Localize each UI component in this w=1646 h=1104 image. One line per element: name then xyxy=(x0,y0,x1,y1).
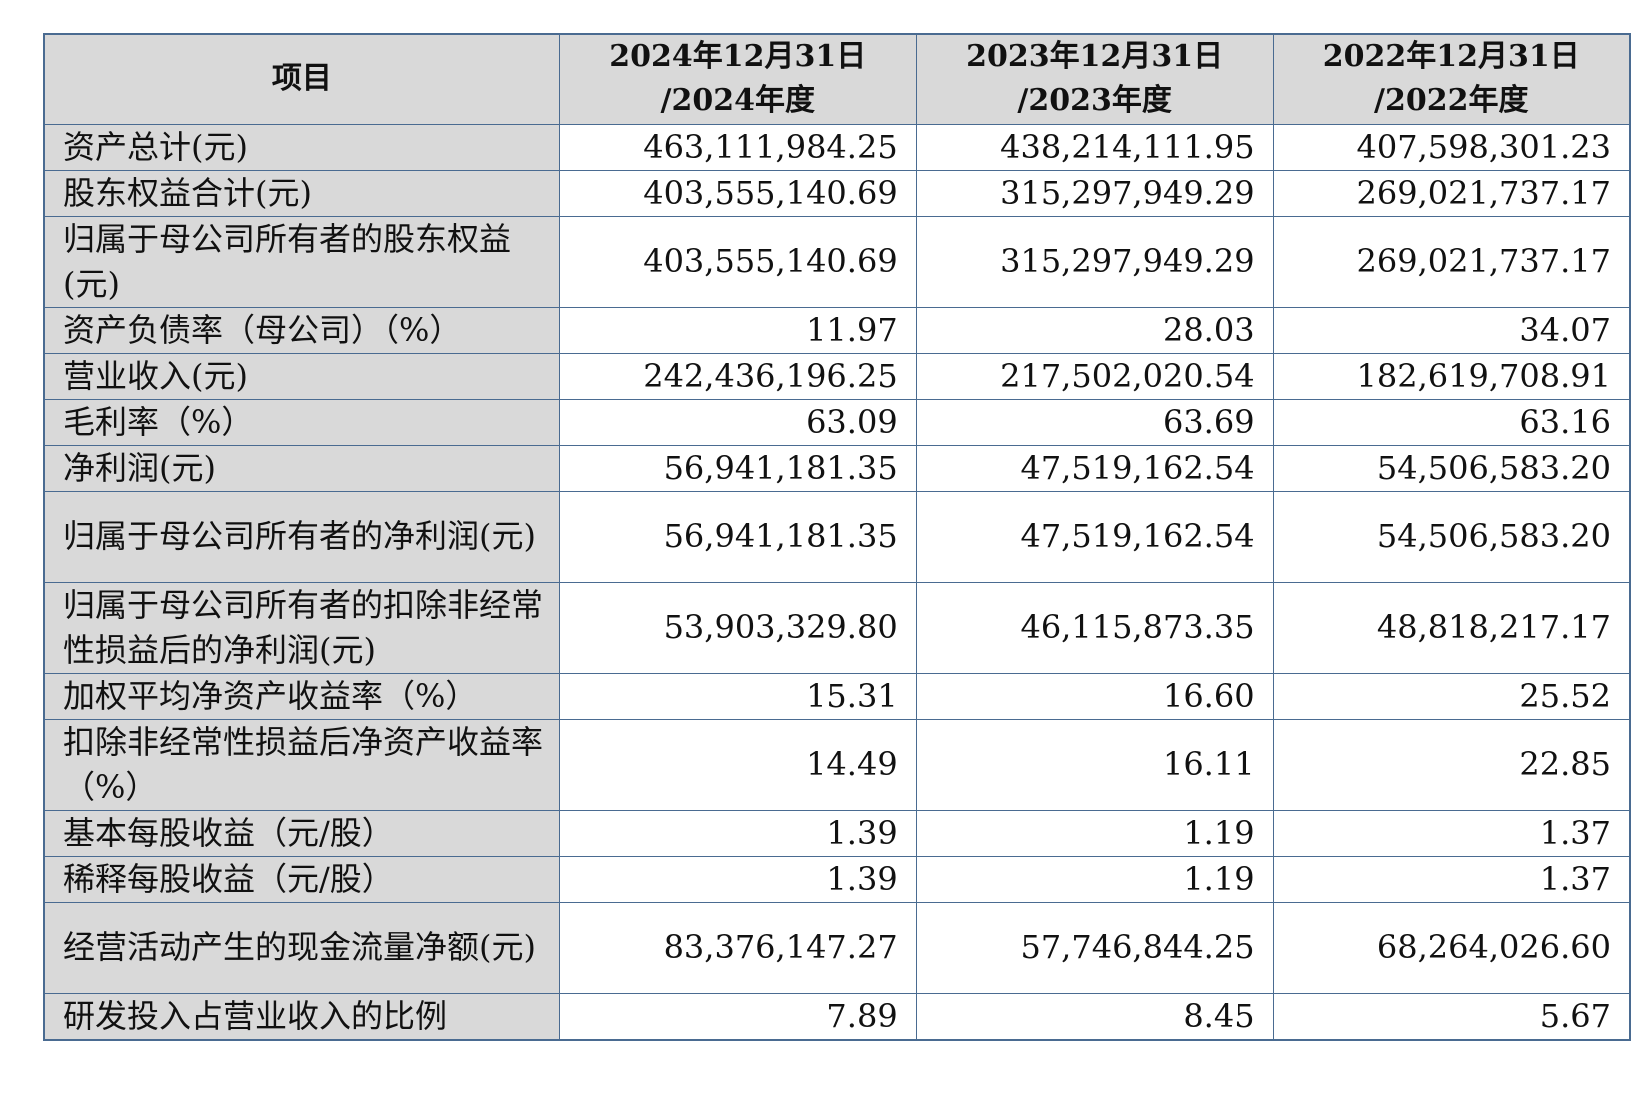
table-body: 资产总计(元) 463,111,984.25 438,214,111.95 40… xyxy=(43,123,1631,1040)
value-2023: 315,297,949.29 xyxy=(915,215,1274,308)
value-2022: 1.37 xyxy=(1272,855,1631,903)
header-row: 项目 2024年12月31日 /2024年度 2023年12月31日 /2023… xyxy=(43,33,1631,125)
row-label: 毛利率（%） xyxy=(43,398,560,446)
value-2023: 47,519,162.54 xyxy=(915,490,1274,583)
row-label: 加权平均净资产收益率（%） xyxy=(43,672,560,720)
header-2024-year: /2024年度 xyxy=(660,83,815,119)
value-2022: 25.52 xyxy=(1272,672,1631,720)
table-row: 归属于母公司所有者的扣除非经常性损益后的净利润(元) 53,903,329.80… xyxy=(43,581,1631,674)
value-2024: 63.09 xyxy=(558,398,917,446)
value-2024: 56,941,181.35 xyxy=(558,444,917,492)
header-2022: 2022年12月31日 /2022年度 xyxy=(1272,33,1631,125)
table-row: 资产负债率（母公司）（%） 11.97 28.03 34.07 xyxy=(43,306,1631,354)
value-2024: 56,941,181.35 xyxy=(558,490,917,583)
header-2023: 2023年12月31日 /2023年度 xyxy=(915,33,1274,125)
value-2023: 438,214,111.95 xyxy=(915,123,1274,171)
value-2023: 16.11 xyxy=(915,718,1274,811)
value-2023: 63.69 xyxy=(915,398,1274,446)
value-2024: 403,555,140.69 xyxy=(558,215,917,308)
value-2024: 7.89 xyxy=(558,992,917,1040)
header-2023-date: 2023年12月31日 xyxy=(966,39,1224,75)
value-2024: 1.39 xyxy=(558,855,917,903)
table-row: 扣除非经常性损益后净资产收益率（%） 14.49 16.11 22.85 xyxy=(43,718,1631,811)
row-label: 基本每股收益（元/股） xyxy=(43,809,560,857)
header-2022-date: 2022年12月31日 xyxy=(1322,39,1580,75)
table-header: 项目 2024年12月31日 /2024年度 2023年12月31日 /2023… xyxy=(43,33,1631,125)
table-row: 资产总计(元) 463,111,984.25 438,214,111.95 40… xyxy=(43,123,1631,171)
row-label: 资产负债率（母公司）（%） xyxy=(43,306,560,354)
value-2024: 403,555,140.69 xyxy=(558,169,917,217)
value-2024: 11.97 xyxy=(558,306,917,354)
row-label: 归属于母公司所有者的扣除非经常性损益后的净利润(元) xyxy=(43,581,560,674)
value-2022: 54,506,583.20 xyxy=(1272,444,1631,492)
value-2022: 68,264,026.60 xyxy=(1272,901,1631,994)
table-row: 经营活动产生的现金流量净额(元) 83,376,147.27 57,746,84… xyxy=(43,901,1631,994)
row-label: 经营活动产生的现金流量净额(元) xyxy=(43,901,560,994)
value-2024: 1.39 xyxy=(558,809,917,857)
row-label: 股东权益合计(元) xyxy=(43,169,560,217)
header-2024: 2024年12月31日 /2024年度 xyxy=(558,33,917,125)
value-2023: 8.45 xyxy=(915,992,1274,1040)
table-row: 营业收入(元) 242,436,196.25 217,502,020.54 18… xyxy=(43,352,1631,400)
value-2022: 269,021,737.17 xyxy=(1272,169,1631,217)
value-2022: 34.07 xyxy=(1272,306,1631,354)
table-row: 归属于母公司所有者的净利润(元) 56,941,181.35 47,519,16… xyxy=(43,490,1631,583)
value-2022: 407,598,301.23 xyxy=(1272,123,1631,171)
value-2022: 48,818,217.17 xyxy=(1272,581,1631,674)
value-2022: 269,021,737.17 xyxy=(1272,215,1631,308)
table-row: 股东权益合计(元) 403,555,140.69 315,297,949.29 … xyxy=(43,169,1631,217)
value-2023: 1.19 xyxy=(915,855,1274,903)
table-row: 毛利率（%） 63.09 63.69 63.16 xyxy=(43,398,1631,446)
header-2022-year: /2022年度 xyxy=(1374,83,1529,119)
table-row: 稀释每股收益（元/股） 1.39 1.19 1.37 xyxy=(43,855,1631,903)
financial-summary-table: 项目 2024年12月31日 /2024年度 2023年12月31日 /2023… xyxy=(43,33,1631,1041)
value-2022: 63.16 xyxy=(1272,398,1631,446)
row-label: 净利润(元) xyxy=(43,444,560,492)
row-label: 资产总计(元) xyxy=(43,123,560,171)
value-2022: 22.85 xyxy=(1272,718,1631,811)
value-2022: 54,506,583.20 xyxy=(1272,490,1631,583)
table-row: 净利润(元) 56,941,181.35 47,519,162.54 54,50… xyxy=(43,444,1631,492)
value-2023: 57,746,844.25 xyxy=(915,901,1274,994)
table-row: 研发投入占营业收入的比例 7.89 8.45 5.67 xyxy=(43,992,1631,1040)
table-row: 基本每股收益（元/股） 1.39 1.19 1.37 xyxy=(43,809,1631,857)
header-2023-year: /2023年度 xyxy=(1017,83,1172,119)
row-label: 扣除非经常性损益后净资产收益率（%） xyxy=(43,718,560,811)
value-2022: 182,619,708.91 xyxy=(1272,352,1631,400)
value-2024: 14.49 xyxy=(558,718,917,811)
row-label: 营业收入(元) xyxy=(43,352,560,400)
value-2023: 28.03 xyxy=(915,306,1274,354)
value-2023: 217,502,020.54 xyxy=(915,352,1274,400)
header-2024-date: 2024年12月31日 xyxy=(609,39,867,75)
value-2024: 242,436,196.25 xyxy=(558,352,917,400)
value-2022: 1.37 xyxy=(1272,809,1631,857)
header-item: 项目 xyxy=(43,33,560,125)
row-label: 稀释每股收益（元/股） xyxy=(43,855,560,903)
value-2024: 83,376,147.27 xyxy=(558,901,917,994)
table-row: 加权平均净资产收益率（%） 15.31 16.60 25.52 xyxy=(43,672,1631,720)
value-2023: 16.60 xyxy=(915,672,1274,720)
table-row: 归属于母公司所有者的股东权益(元) 403,555,140.69 315,297… xyxy=(43,215,1631,308)
row-label: 归属于母公司所有者的净利润(元) xyxy=(43,490,560,583)
value-2023: 1.19 xyxy=(915,809,1274,857)
row-label: 归属于母公司所有者的股东权益(元) xyxy=(43,215,560,308)
value-2022: 5.67 xyxy=(1272,992,1631,1040)
value-2023: 47,519,162.54 xyxy=(915,444,1274,492)
row-label: 研发投入占营业收入的比例 xyxy=(43,992,560,1040)
value-2023: 315,297,949.29 xyxy=(915,169,1274,217)
value-2024: 463,111,984.25 xyxy=(558,123,917,171)
value-2023: 46,115,873.35 xyxy=(915,581,1274,674)
value-2024: 15.31 xyxy=(558,672,917,720)
value-2024: 53,903,329.80 xyxy=(558,581,917,674)
